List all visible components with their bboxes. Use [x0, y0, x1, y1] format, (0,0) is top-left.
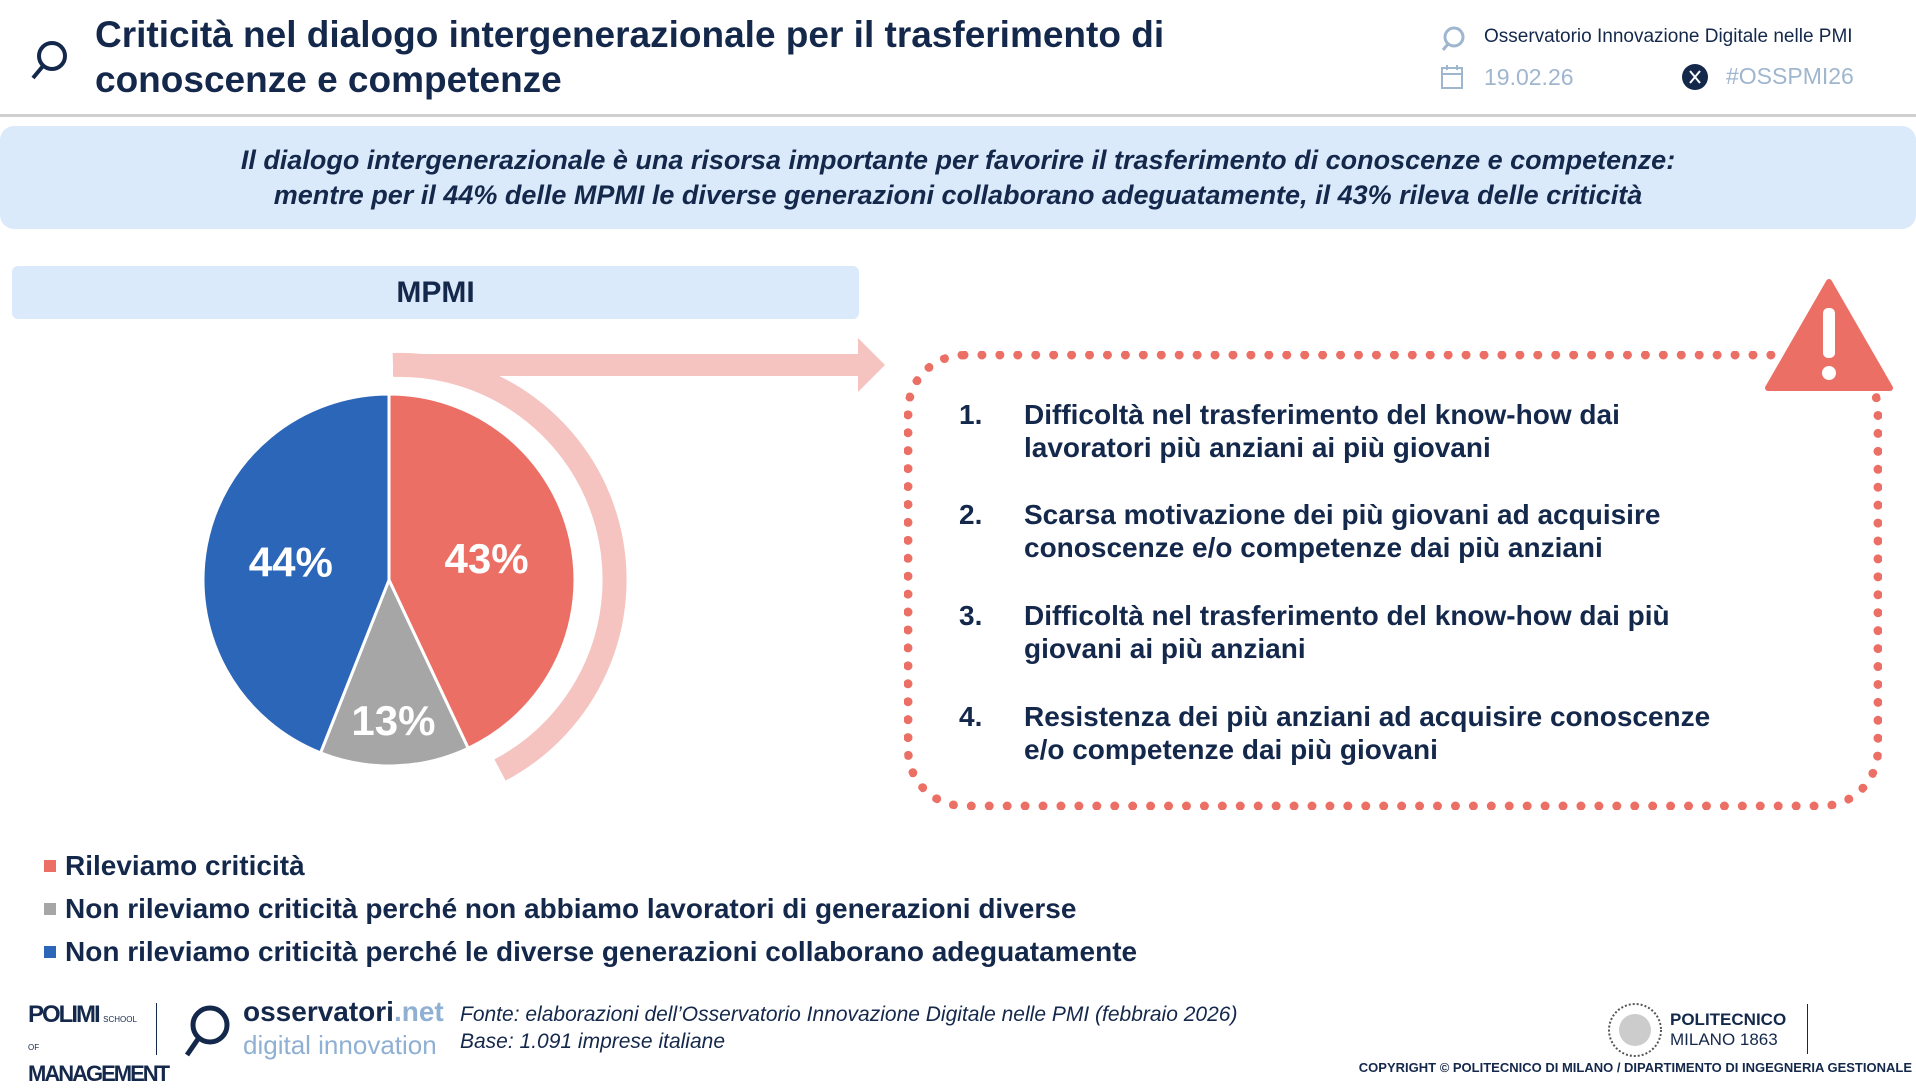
item-number: 4. — [959, 701, 983, 732]
politecnico-seal-icon — [1608, 1003, 1662, 1057]
legend-label: Non rileviamo criticità perché non abbia… — [65, 893, 1077, 924]
pie-data-label: 44% — [249, 538, 333, 585]
warning-icon — [1765, 279, 1893, 391]
footer-divider — [156, 1003, 157, 1055]
header-divider — [0, 114, 1916, 117]
page-title: Criticità nel dialogo intergenerazionale… — [95, 14, 1165, 100]
pie-data-label: 13% — [351, 697, 435, 744]
date: 19.02.26 — [1484, 64, 1574, 90]
politecnico-logo: POLITECNICO MILANO 1863 — [1670, 1010, 1786, 1050]
section-title: MPMI — [12, 266, 859, 319]
item-number: 1. — [959, 399, 983, 430]
logo-text: .net — [393, 996, 444, 1027]
banner-line-1: Il dialogo intergenerazionale è una riso… — [240, 145, 1676, 175]
item-text: Resistenza dei più anziani ad acquisire … — [1024, 701, 1711, 765]
item-number: 3. — [959, 600, 983, 631]
logo-text: MILANO 1863 — [1670, 1030, 1778, 1049]
footer-divider — [1807, 1004, 1808, 1054]
item-number: 2. — [959, 499, 983, 530]
legend-label: Non rileviamo criticità perché le divers… — [65, 936, 1138, 967]
pie-data-label: 43% — [445, 535, 529, 582]
item-text: Difficoltà nel trasferimento del know-ho… — [1024, 600, 1670, 664]
legend-item-collaborate: Non rileviamo criticità perché le divers… — [44, 935, 1137, 969]
observatory-name: Osservatorio Innovazione Digitale nelle … — [1484, 26, 1853, 47]
banner-line-2: mentre per il 44% delle MPMI le diverse … — [273, 180, 1643, 210]
logo-text: POLITECNICO — [1670, 1010, 1787, 1029]
source-note: Fonte: elaborazioni dell’Osservatorio In… — [460, 1003, 1238, 1026]
base-note: Base: 1.091 imprese italiane — [460, 1030, 725, 1053]
osservatori-logo: osservatori.net digital innovation — [243, 998, 444, 1064]
legend-item-no-generations: Non rileviamo criticità perché non abbia… — [44, 892, 1076, 926]
legend-item-critical: Rileviamo criticità — [44, 849, 305, 883]
legend-swatch — [44, 859, 56, 872]
copyright: COPYRIGHT © POLITECNICO DI MILANO / DIPA… — [1358, 1060, 1912, 1075]
logo-text: osservatori — [243, 996, 394, 1027]
logo-text: POLIMI — [28, 1001, 101, 1028]
calendar-icon — [1441, 65, 1463, 89]
pie-slice — [318, 576, 471, 768]
pie-chart: 43% 13% 44% — [201, 338, 885, 781]
callout-arrow — [393, 338, 885, 392]
observatory-icon — [1441, 26, 1465, 51]
criticalities-box — [904, 351, 1882, 810]
polimi-logo: POLIMI SCHOOL OF MANAGEMENT — [28, 1001, 170, 1090]
item-text: Scarsa motivazione dei più giovani ad ac… — [1024, 499, 1661, 563]
item-text: Difficoltà nel trasferimento del know-ho… — [1024, 399, 1620, 463]
magnifier-logo-icon — [31, 41, 67, 80]
key-message-banner: Il dialogo intergenerazionale è una riso… — [0, 126, 1916, 229]
logo-text: digital innovation — [243, 1030, 437, 1060]
hashtag: #OSSPMI26 — [1726, 63, 1854, 89]
x-twitter-icon — [1682, 64, 1708, 90]
legend-swatch — [44, 945, 56, 958]
osservatori-logo-icon — [184, 1005, 230, 1057]
legend-swatch — [44, 902, 56, 915]
callout-arc — [392, 352, 627, 781]
pie-slice — [387, 392, 577, 751]
logo-text: SCHOOL OF — [28, 1015, 137, 1052]
pie-slice — [201, 392, 391, 755]
legend-label: Rileviamo criticità — [65, 850, 305, 881]
